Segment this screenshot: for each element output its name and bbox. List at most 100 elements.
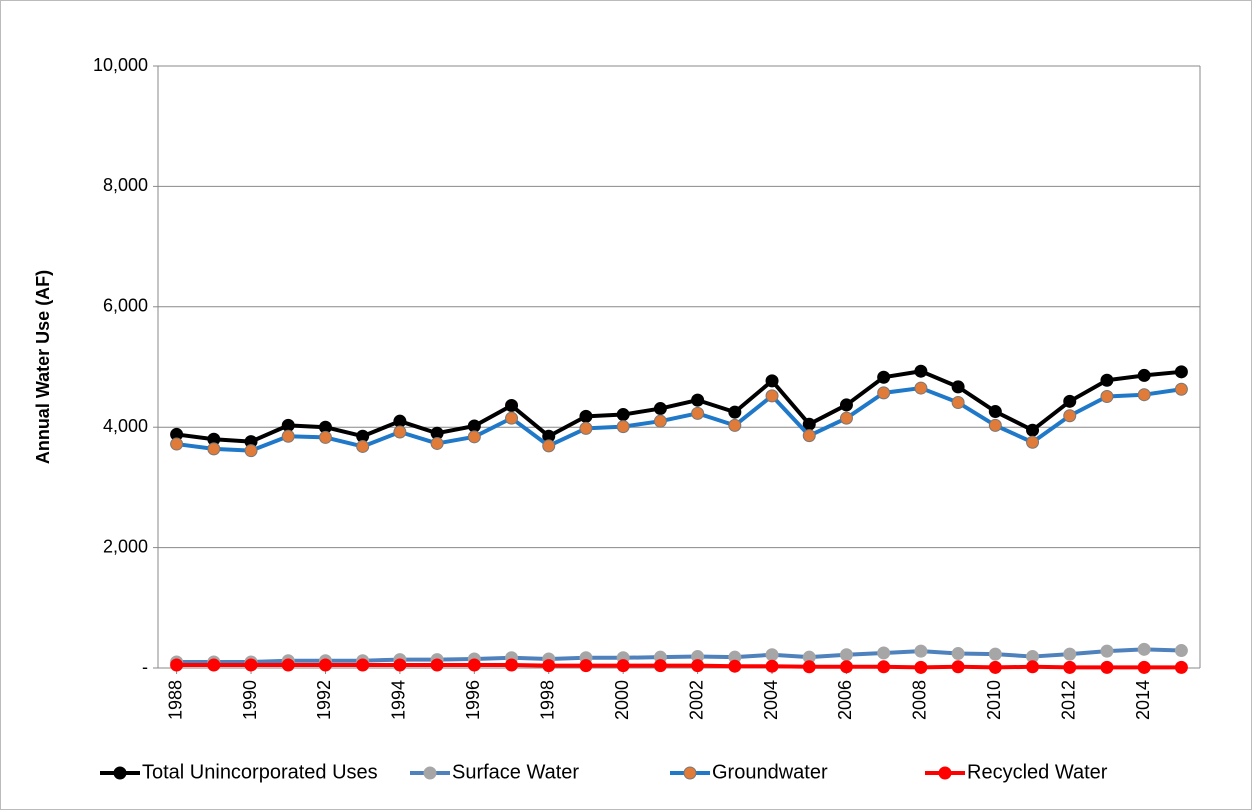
- data-point: [877, 370, 891, 384]
- data-point: [914, 644, 928, 658]
- series-line: [176, 386, 1182, 453]
- data-point: [356, 439, 370, 453]
- data-point: [281, 418, 295, 432]
- y-axis-label: Annual Water Use (AF): [33, 270, 53, 464]
- data-point: [1174, 365, 1188, 379]
- data-point: [914, 364, 928, 378]
- data-point: [877, 660, 891, 674]
- data-point: [951, 647, 965, 661]
- data-point: [579, 409, 593, 423]
- legend-label: Recycled Water: [967, 761, 1108, 783]
- data-point: [951, 396, 965, 410]
- legend-marker: [423, 766, 437, 780]
- x-tick-label: 2000: [612, 680, 632, 720]
- data-point: [988, 647, 1002, 661]
- x-tick-label: 1990: [240, 680, 260, 720]
- data-point: [765, 659, 779, 673]
- data-point: [393, 658, 407, 672]
- data-point: [467, 658, 481, 672]
- y-tick-label: 6,000: [103, 296, 148, 316]
- data-point: [877, 646, 891, 660]
- data-point: [691, 406, 705, 420]
- x-tick-label: 1992: [314, 680, 334, 720]
- data-point: [1137, 642, 1151, 656]
- data-point: [839, 648, 853, 662]
- legend-marker: [938, 766, 952, 780]
- data-point: [505, 399, 519, 413]
- data-point: [1100, 389, 1114, 403]
- data-point: [1063, 647, 1077, 661]
- data-point: [393, 425, 407, 439]
- data-point: [170, 437, 184, 451]
- data-point: [1063, 394, 1077, 408]
- data-point: [1100, 660, 1114, 674]
- series-line: [176, 662, 1182, 670]
- legend-marker: [113, 766, 127, 780]
- data-point: [728, 418, 742, 432]
- data-point: [356, 658, 370, 672]
- x-tick-label: 2014: [1133, 680, 1153, 720]
- data-point: [1174, 660, 1188, 674]
- data-point: [765, 389, 779, 403]
- data-point: [281, 429, 295, 443]
- data-point: [542, 659, 556, 673]
- data-point: [839, 411, 853, 425]
- data-point: [653, 402, 667, 416]
- x-tick-label: 1998: [538, 680, 558, 720]
- y-tick-label: 8,000: [103, 175, 148, 195]
- legend-marker: [683, 766, 697, 780]
- data-point: [467, 430, 481, 444]
- data-point: [802, 429, 816, 443]
- x-tick-label: 2004: [761, 680, 781, 720]
- data-point: [1174, 382, 1188, 396]
- data-point: [691, 393, 705, 407]
- data-point: [691, 659, 705, 673]
- data-point: [877, 386, 891, 400]
- data-point: [207, 442, 221, 456]
- data-point: [988, 405, 1002, 419]
- x-tick-label: 1988: [165, 680, 185, 720]
- data-point: [728, 405, 742, 419]
- x-tick-label: 2006: [835, 680, 855, 720]
- data-point: [653, 659, 667, 673]
- data-point: [839, 660, 853, 674]
- data-point: [616, 420, 630, 434]
- data-point: [244, 444, 258, 458]
- data-point: [951, 380, 965, 394]
- data-point: [728, 659, 742, 673]
- data-point: [1026, 435, 1040, 449]
- data-point: [467, 419, 481, 433]
- data-point: [1174, 644, 1188, 658]
- data-point: [1026, 660, 1040, 674]
- data-point: [765, 374, 779, 388]
- y-tick-label: 10,000: [93, 55, 148, 75]
- y-tick-label: 2,000: [103, 536, 148, 556]
- series-line: [176, 647, 1182, 664]
- legend-label: Total Unincorporated Uses: [142, 761, 378, 783]
- data-point: [1026, 423, 1040, 437]
- data-point: [170, 658, 184, 672]
- x-tick-label: 2012: [1059, 680, 1079, 720]
- data-point: [1100, 644, 1114, 658]
- data-point: [1137, 388, 1151, 402]
- x-tick-label: 2008: [910, 680, 930, 720]
- x-tick-label: 1996: [463, 680, 483, 720]
- data-point: [951, 660, 965, 674]
- data-point: [988, 660, 1002, 674]
- data-point: [244, 658, 258, 672]
- data-point: [616, 659, 630, 673]
- legend-label: Groundwater: [712, 761, 828, 783]
- data-point: [579, 421, 593, 435]
- y-tick-label: 4,000: [103, 416, 148, 436]
- data-point: [1137, 660, 1151, 674]
- data-point: [839, 398, 853, 412]
- data-point: [393, 414, 407, 428]
- legend-label: Surface Water: [452, 761, 579, 783]
- x-tick-label: 1994: [389, 680, 409, 720]
- data-point: [542, 439, 556, 453]
- data-point: [281, 658, 295, 672]
- data-point: [207, 658, 221, 672]
- data-point: [505, 658, 519, 672]
- data-point: [579, 659, 593, 673]
